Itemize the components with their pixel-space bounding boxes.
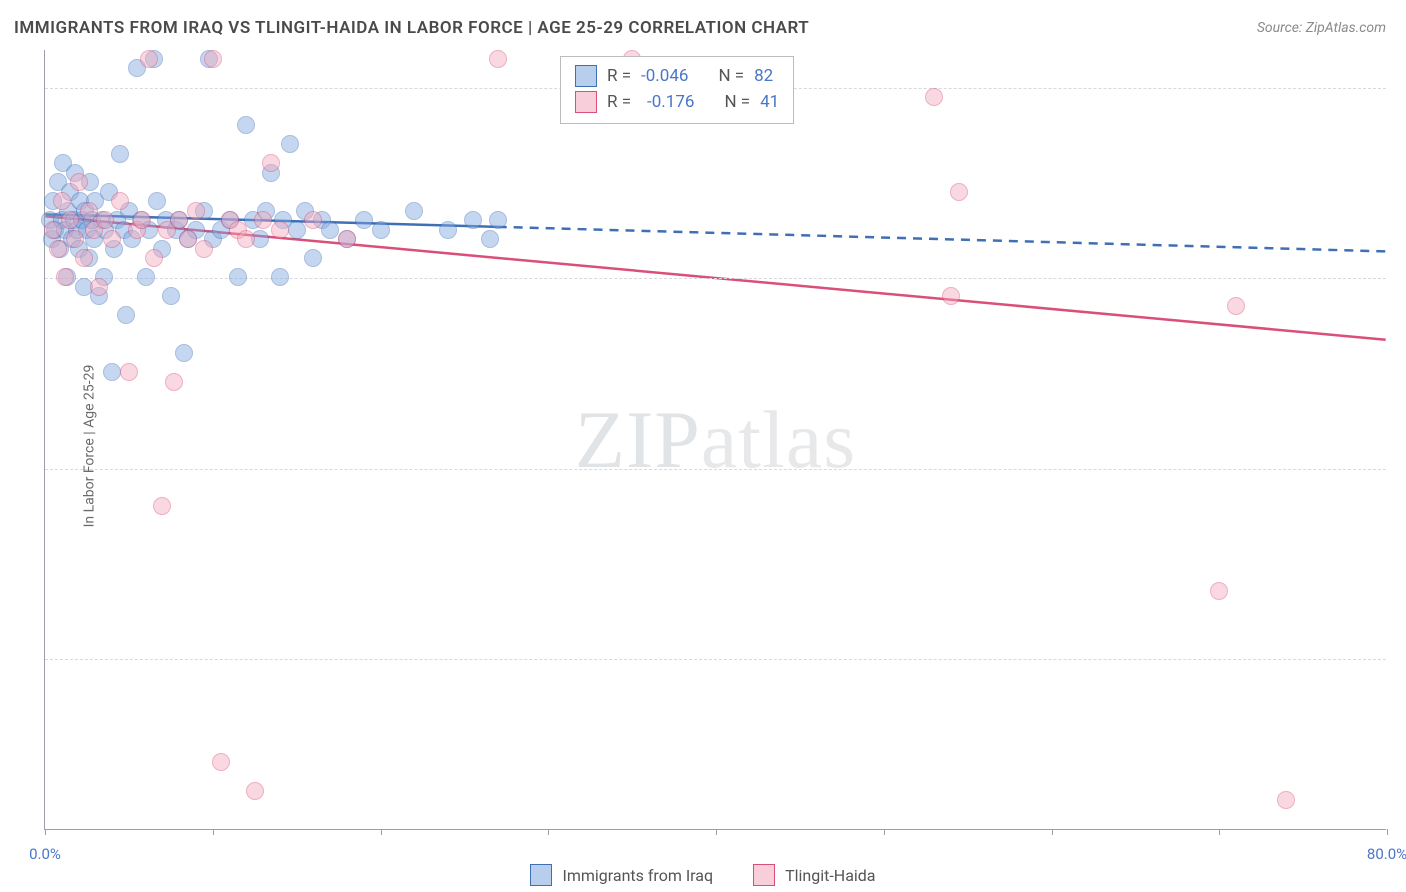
data-point [304,249,322,267]
x-tick-mark [716,829,717,835]
data-point [304,211,322,229]
data-point [1210,582,1228,600]
data-point [281,135,299,153]
source-attribution: Source: ZipAtlas.com [1257,20,1386,36]
stats-row-series-1: R = -0.176 N = 41 [575,89,779,115]
data-point [133,211,151,229]
data-point [111,192,129,210]
data-point [70,173,88,191]
data-point [355,211,373,229]
data-point [246,782,264,800]
y-tick-label: 80.0% [1396,269,1406,287]
data-point [75,249,93,267]
data-point [489,211,507,229]
data-point [90,278,108,296]
data-point [96,211,114,229]
data-point [271,268,289,286]
data-point [44,221,62,239]
x-tick-label: 0.0% [29,845,61,863]
data-point [321,221,339,239]
gridline-h [45,659,1386,660]
chart-header: IMMIGRANTS FROM IRAQ VS TLINGIT-HAIDA IN… [14,18,1386,38]
data-point [288,221,306,239]
data-point [111,145,129,163]
data-point [489,50,507,68]
bottom-legend: Immigrants from Iraq Tlingit-Haida [0,864,1406,886]
data-point [165,373,183,391]
stats-row-series-0: R = -0.046 N = 82 [575,63,779,89]
data-point [237,230,255,248]
x-tick-mark [884,829,885,835]
legend-swatch-1 [753,864,775,886]
legend-swatch-0 [530,864,552,886]
data-point [187,202,205,220]
x-tick-mark [381,829,382,835]
data-point [56,268,74,286]
legend-item-1: Tlingit-Haida [753,864,875,886]
legend-label-0: Immigrants from Iraq [562,866,713,885]
data-point [148,192,166,210]
data-point [66,230,84,248]
data-point [942,287,960,305]
data-point [195,240,213,258]
data-point [61,211,79,229]
y-tick-label: 60.0% [1396,460,1406,478]
data-point [103,363,121,381]
data-point [103,230,121,248]
gridline-h [45,469,1386,470]
data-point [179,230,197,248]
data-point [49,240,67,258]
data-point [229,268,247,286]
data-point [439,221,457,239]
watermark: ZIPatlas [575,393,856,487]
data-point [481,230,499,248]
data-point [137,268,155,286]
data-point [212,753,230,771]
trendlines-layer [45,50,1386,829]
data-point [170,211,188,229]
chart-title: IMMIGRANTS FROM IRAQ VS TLINGIT-HAIDA IN… [14,18,809,38]
legend-item-0: Immigrants from Iraq [530,864,713,886]
data-point [262,154,280,172]
x-tick-mark [1052,829,1053,835]
data-point [53,192,71,210]
legend-label-1: Tlingit-Haida [785,866,875,885]
stats-legend-box: R = -0.046 N = 82 R = -0.176 N = 41 [560,56,794,124]
data-point [120,363,138,381]
data-point [1227,297,1245,315]
y-tick-label: 40.0% [1396,650,1406,668]
scatter-plot-area: ZIPatlas 40.0%60.0%80.0%100.0%0.0%80.0% [44,50,1386,830]
data-point [464,211,482,229]
data-point [372,221,390,239]
x-tick-mark [1219,829,1220,835]
data-point [338,230,356,248]
x-tick-mark [45,829,46,835]
data-point [117,306,135,324]
data-point [162,287,180,305]
data-point [140,50,158,68]
x-tick-mark [548,829,549,835]
x-tick-mark [1387,829,1388,835]
data-point [1277,791,1295,809]
series-1-swatch [575,91,597,113]
data-point [153,497,171,515]
data-point [145,249,163,267]
y-tick-label: 100.0% [1396,79,1406,97]
data-point [925,88,943,106]
trend-line [498,227,1386,252]
data-point [175,344,193,362]
data-point [405,202,423,220]
data-point [254,211,272,229]
data-point [950,183,968,201]
x-tick-mark [213,829,214,835]
x-tick-label: 80.0% [1367,845,1406,863]
data-point [237,116,255,134]
series-0-swatch [575,65,597,87]
data-point [80,202,98,220]
data-point [271,221,289,239]
data-point [204,50,222,68]
